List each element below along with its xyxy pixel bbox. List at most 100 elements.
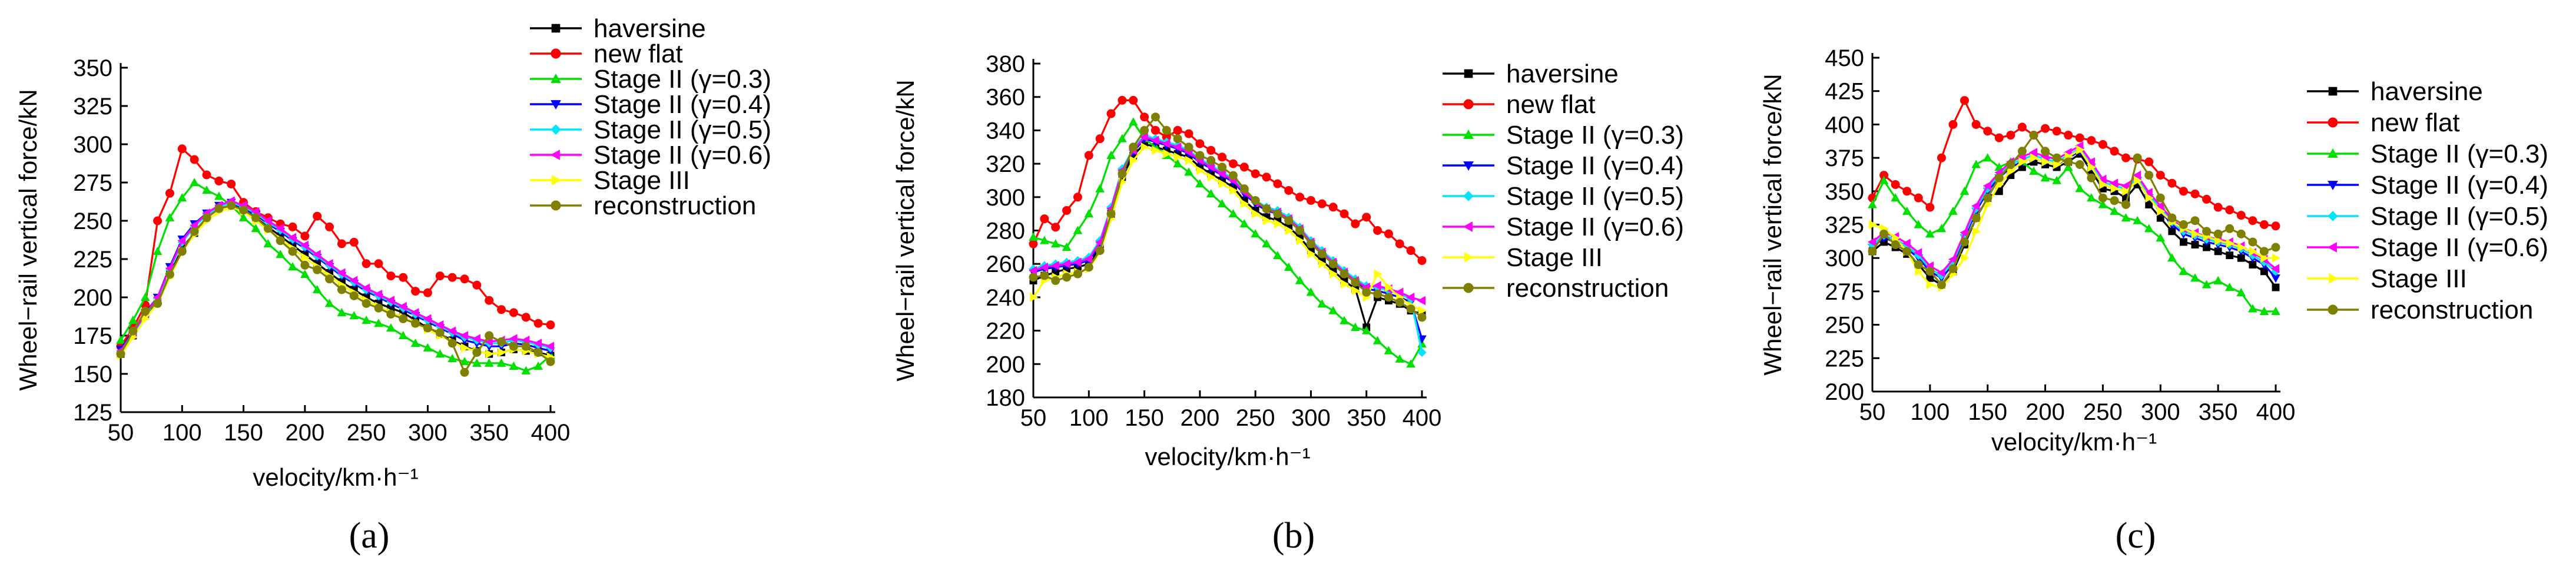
data-point: [1351, 277, 1360, 287]
legend-swatch-marker: [550, 150, 560, 160]
data-point: [1195, 179, 1205, 188]
data-point: [2214, 236, 2223, 246]
data-point: [1307, 249, 1316, 259]
data-point: [1073, 226, 1083, 234]
data-point: [1062, 242, 1072, 251]
data-point: [1050, 261, 1059, 270]
series-reconstruction: [116, 201, 555, 377]
data-point: [2213, 203, 2223, 212]
data-point: [2167, 178, 2177, 188]
data-point: [1395, 354, 1405, 363]
y-tick-label: 360: [986, 85, 1025, 111]
data-point: [1295, 276, 1305, 284]
data-point: [2145, 193, 2154, 203]
x-tick-label: 400: [2256, 399, 2296, 425]
data-point: [447, 353, 457, 363]
data-point: [1971, 120, 1981, 129]
data-point: [2076, 145, 2085, 155]
data-point: [399, 273, 408, 282]
data-point: [1251, 229, 1260, 238]
data-point: [509, 341, 518, 351]
data-point: [2063, 162, 2073, 171]
data-point: [313, 265, 322, 274]
y-tick-label: 320: [986, 151, 1025, 177]
series-stage-ii-0-3: [1868, 153, 2280, 316]
data-point: [1084, 254, 1093, 264]
x-tick-label: 150: [224, 420, 263, 446]
data-point: [1982, 153, 1992, 162]
data-point: [116, 349, 125, 359]
data-point: [1328, 259, 1338, 268]
legend-label: new flat: [2371, 108, 2460, 137]
data-point: [1029, 232, 1038, 241]
data-point: [1173, 134, 1182, 144]
data-point: [2075, 160, 2084, 169]
data-point: [2052, 127, 2061, 136]
data-point: [2029, 131, 2038, 140]
data-point: [1902, 238, 1911, 248]
data-point: [2248, 304, 2257, 313]
data-point: [2028, 148, 2038, 157]
data-point: [337, 285, 346, 294]
x-tick-label: 250: [347, 420, 386, 446]
data-point: [288, 222, 297, 231]
data-point: [386, 310, 396, 319]
legend-item-stage-ii-0-4: Stage II (γ=0.4): [2307, 171, 2548, 200]
data-point: [1971, 160, 1981, 168]
y-tick-label: 250: [73, 208, 112, 234]
legend-label: Stage II (γ=0.6): [1506, 213, 1684, 241]
data-point: [509, 334, 518, 344]
x-tick-label: 50: [1859, 399, 1886, 425]
legend-swatch-marker: [551, 100, 561, 110]
x-tick-label: 400: [531, 420, 571, 446]
data-point: [423, 343, 433, 352]
data-point: [1029, 239, 1038, 248]
data-point: [2202, 227, 2212, 236]
legend-swatch-marker: [2328, 211, 2338, 221]
data-point: [1372, 281, 1381, 290]
data-point: [1129, 155, 1138, 165]
data-point: [1372, 336, 1383, 344]
data-point: [1173, 159, 1182, 168]
y-tick-label: 200: [73, 285, 112, 311]
data-point: [2144, 171, 2154, 180]
data-point: [2086, 157, 2095, 167]
data-point: [1902, 247, 1912, 256]
legend-swatch-marker: [1464, 252, 1474, 263]
data-point: [1295, 226, 1305, 235]
data-point: [2029, 166, 2038, 175]
data-point: [1151, 125, 1160, 135]
data-point: [2191, 229, 2200, 239]
data-point: [1971, 213, 1981, 223]
data-point: [2098, 200, 2108, 208]
y-tick-label: 300: [73, 132, 112, 158]
x-tick-label: 350: [2199, 399, 2238, 425]
data-point: [1262, 173, 1271, 182]
x-tick-label: 200: [2025, 399, 2065, 425]
data-point: [313, 211, 322, 221]
data-point: [2007, 166, 2015, 176]
data-point: [2202, 194, 2212, 204]
data-point: [1118, 95, 1127, 105]
x-tick-label: 400: [1403, 405, 1442, 431]
data-point: [2259, 220, 2269, 229]
y-tick-label: 425: [1825, 79, 1864, 105]
y-tick-label: 350: [73, 55, 112, 81]
y-tick-label: 380: [986, 51, 1025, 77]
x-tick-label: 100: [1069, 405, 1109, 431]
panel-label: (c): [2116, 516, 2156, 556]
y-tick-label: 300: [1825, 246, 1864, 271]
data-point: [447, 273, 457, 282]
data-point: [472, 334, 480, 344]
y-tick-label: 350: [1825, 179, 1864, 205]
legend-item-stage-ii-0-6: Stage II (γ=0.6): [1443, 213, 1684, 241]
data-point: [460, 357, 469, 366]
data-point: [1251, 169, 1260, 178]
data-point: [1218, 152, 1227, 162]
y-tick-label: 175: [73, 323, 112, 349]
data-point: [1029, 273, 1038, 282]
data-point: [509, 361, 519, 370]
data-point: [1925, 267, 1935, 276]
data-point: [1241, 199, 1249, 208]
